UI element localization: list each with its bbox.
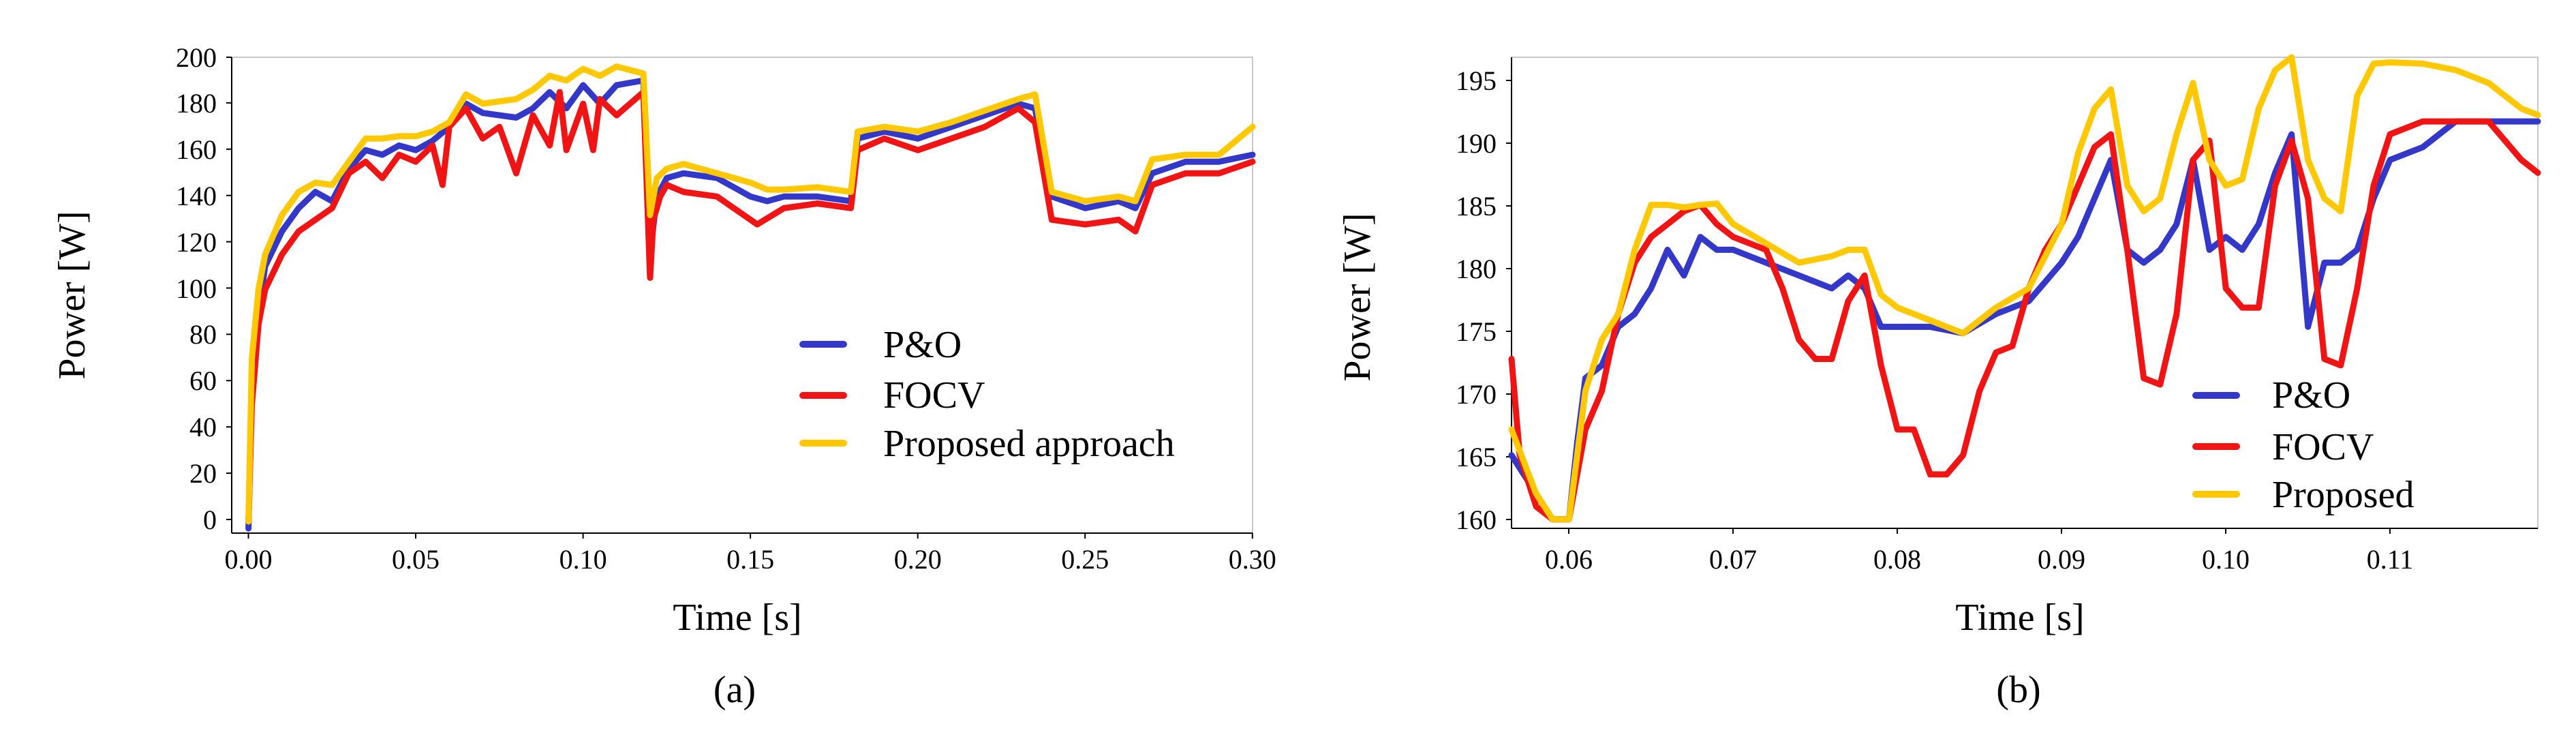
chart-a-x-tick-label: 0.10 (559, 544, 607, 575)
chart-b-y-tick-175: 175 (1456, 316, 1512, 347)
chart-b-legend-label-po: P&O (2272, 374, 2350, 417)
chart-a-y-tick-0: 0 (203, 504, 232, 535)
chart-a-y-tick-label: 20 (189, 458, 217, 489)
chart-a-x-tick-label: 0.25 (1061, 544, 1109, 575)
chart-b-x-tick-label: 0.10 (2202, 544, 2250, 575)
chart-a-y-tick-label: 140 (176, 181, 217, 211)
chart-b-x-axis-title: Time [s] (1955, 597, 2084, 639)
chart-a-y-tick-label: 80 (189, 319, 217, 350)
chart-a-x-tick-label: 0.30 (1229, 544, 1276, 575)
chart-a-y-tick-label: 120 (176, 227, 217, 258)
chart-a-x-tick-0.10: 0.10 (559, 533, 607, 575)
chart-a-x-tick-0.15: 0.15 (726, 533, 774, 575)
chart-b-series-po-line (1508, 118, 2541, 523)
chart-a-y-tick-160: 160 (176, 134, 232, 165)
chart-a-legend: P&O FOCV Proposed approach (799, 324, 1175, 465)
chart-a-y-tick-label: 0 (203, 504, 217, 535)
chart-a-y-tick-label: 40 (189, 412, 217, 442)
chart-b-x-tick-label: 0.11 (2367, 544, 2414, 575)
chart-a-y-tick-20: 20 (189, 458, 232, 489)
chart-a-y-tick-140: 140 (176, 181, 232, 211)
chart-b-y-tick-label: 170 (1456, 379, 1497, 410)
chart-b-series-proposed-line (1508, 54, 2541, 523)
chart-b-legend: P&O FOCV Proposed (2192, 374, 2414, 516)
chart-b-series-focv-line (1508, 118, 2541, 523)
chart-a-caption: (a) (714, 669, 756, 711)
chart-a-x-tick-label: 0.20 (894, 544, 942, 575)
chart-b-x-tick-label: 0.07 (1709, 544, 1757, 575)
chart-a-y-tick-label: 100 (176, 273, 217, 304)
chart-a-x-tick-label: 0.05 (392, 544, 440, 575)
chart-b-x-tick-0.09: 0.09 (2038, 528, 2085, 575)
chart-b-y-tick-160: 160 (1456, 504, 1512, 535)
chart-b-y-tick-180: 180 (1456, 254, 1512, 284)
chart-a-x-tick-0.25: 0.25 (1061, 533, 1109, 575)
chart-b-y-tick-170: 170 (1456, 379, 1512, 410)
chart-a-y-tick-40: 40 (189, 412, 232, 442)
chart-a-y-tick-label: 200 (176, 42, 217, 73)
chart-a-y-tick-label: 60 (189, 365, 217, 396)
chart-a-legend-label-focv: FOCV (883, 374, 985, 417)
chart-a-y-tick-label: 180 (176, 88, 217, 119)
chart-a-x-tick-label: 0.15 (726, 544, 774, 575)
chart-a-ticks: 0 20 40 60 80 100 120 140 160 180 200 0.… (176, 42, 1276, 575)
chart-b-y-tick-label: 195 (1456, 65, 1497, 96)
chart-b-y-tick-165: 165 (1456, 442, 1512, 472)
chart-a-y-tick-80: 80 (189, 319, 232, 350)
chart-a-legend-label-proposed: Proposed approach (883, 423, 1175, 465)
chart-b-series-group (1508, 54, 2541, 523)
chart-a-y-tick-60: 60 (189, 365, 232, 396)
chart-b-y-tick-185: 185 (1456, 191, 1512, 222)
chart-a-y-tick-180: 180 (176, 88, 232, 119)
chart-b-y-tick-label: 175 (1456, 316, 1497, 347)
chart-b-legend-label-focv: FOCV (2272, 426, 2374, 468)
chart-a-y-tick-200: 200 (176, 42, 232, 73)
chart-a-series-focv-line (245, 89, 1256, 525)
chart-a-x-tick-label: 0.00 (225, 544, 273, 575)
chart-b-legend-label-proposed: Proposed (2272, 474, 2414, 516)
chart-a-x-tick-0.05: 0.05 (392, 533, 440, 575)
chart-b: 160 165 170 175 180 185 190 195 0.06 0.0… (1336, 54, 2541, 711)
chart-b-y-tick-label: 185 (1456, 191, 1497, 222)
chart-a-series-group (245, 63, 1256, 532)
chart-b-y-axis-title: Power [W] (1336, 213, 1379, 381)
chart-a-x-tick-0.00: 0.00 (225, 533, 273, 575)
chart-b-y-tick-195: 195 (1456, 65, 1512, 96)
chart-b-x-tick-0.07: 0.07 (1709, 528, 1757, 575)
chart-b-y-tick-label: 190 (1456, 128, 1497, 159)
chart-a-x-tick-0.30: 0.30 (1229, 533, 1276, 575)
chart-b-ticks: 160 165 170 175 180 185 190 195 0.06 0.0… (1456, 65, 2413, 575)
chart-b-y-tick-label: 160 (1456, 504, 1497, 535)
chart-b-x-tick-label: 0.06 (1545, 544, 1593, 575)
chart-b-y-tick-190: 190 (1456, 128, 1512, 159)
chart-a-y-tick-120: 120 (176, 227, 232, 258)
chart-b-x-tick-0.11: 0.11 (2367, 528, 2414, 575)
chart-a-y-tick-label: 160 (176, 134, 217, 165)
chart-b-y-tick-label: 165 (1456, 442, 1497, 472)
chart-a-legend-label-po: P&O (883, 324, 962, 366)
chart-b-x-tick-label: 0.09 (2038, 544, 2085, 575)
chart-b-x-tick-0.08: 0.08 (1873, 528, 1921, 575)
chart-a-series-proposed-line (245, 63, 1256, 525)
chart-a-x-axis-title: Time [s] (673, 597, 801, 639)
chart-b-x-tick-0.10: 0.10 (2202, 528, 2250, 575)
chart-a-x-tick-0.20: 0.20 (894, 533, 942, 575)
chart-a: 0 20 40 60 80 100 120 140 160 180 200 0.… (51, 42, 1276, 711)
chart-b-y-tick-label: 180 (1456, 254, 1497, 284)
chart-a-y-axis-title: Power [W] (51, 211, 93, 379)
chart-b-x-tick-0.06: 0.06 (1545, 528, 1593, 575)
chart-a-y-tick-100: 100 (176, 273, 232, 304)
chart-b-x-tick-label: 0.08 (1873, 544, 1921, 575)
chart-b-caption: (b) (1996, 669, 2040, 711)
